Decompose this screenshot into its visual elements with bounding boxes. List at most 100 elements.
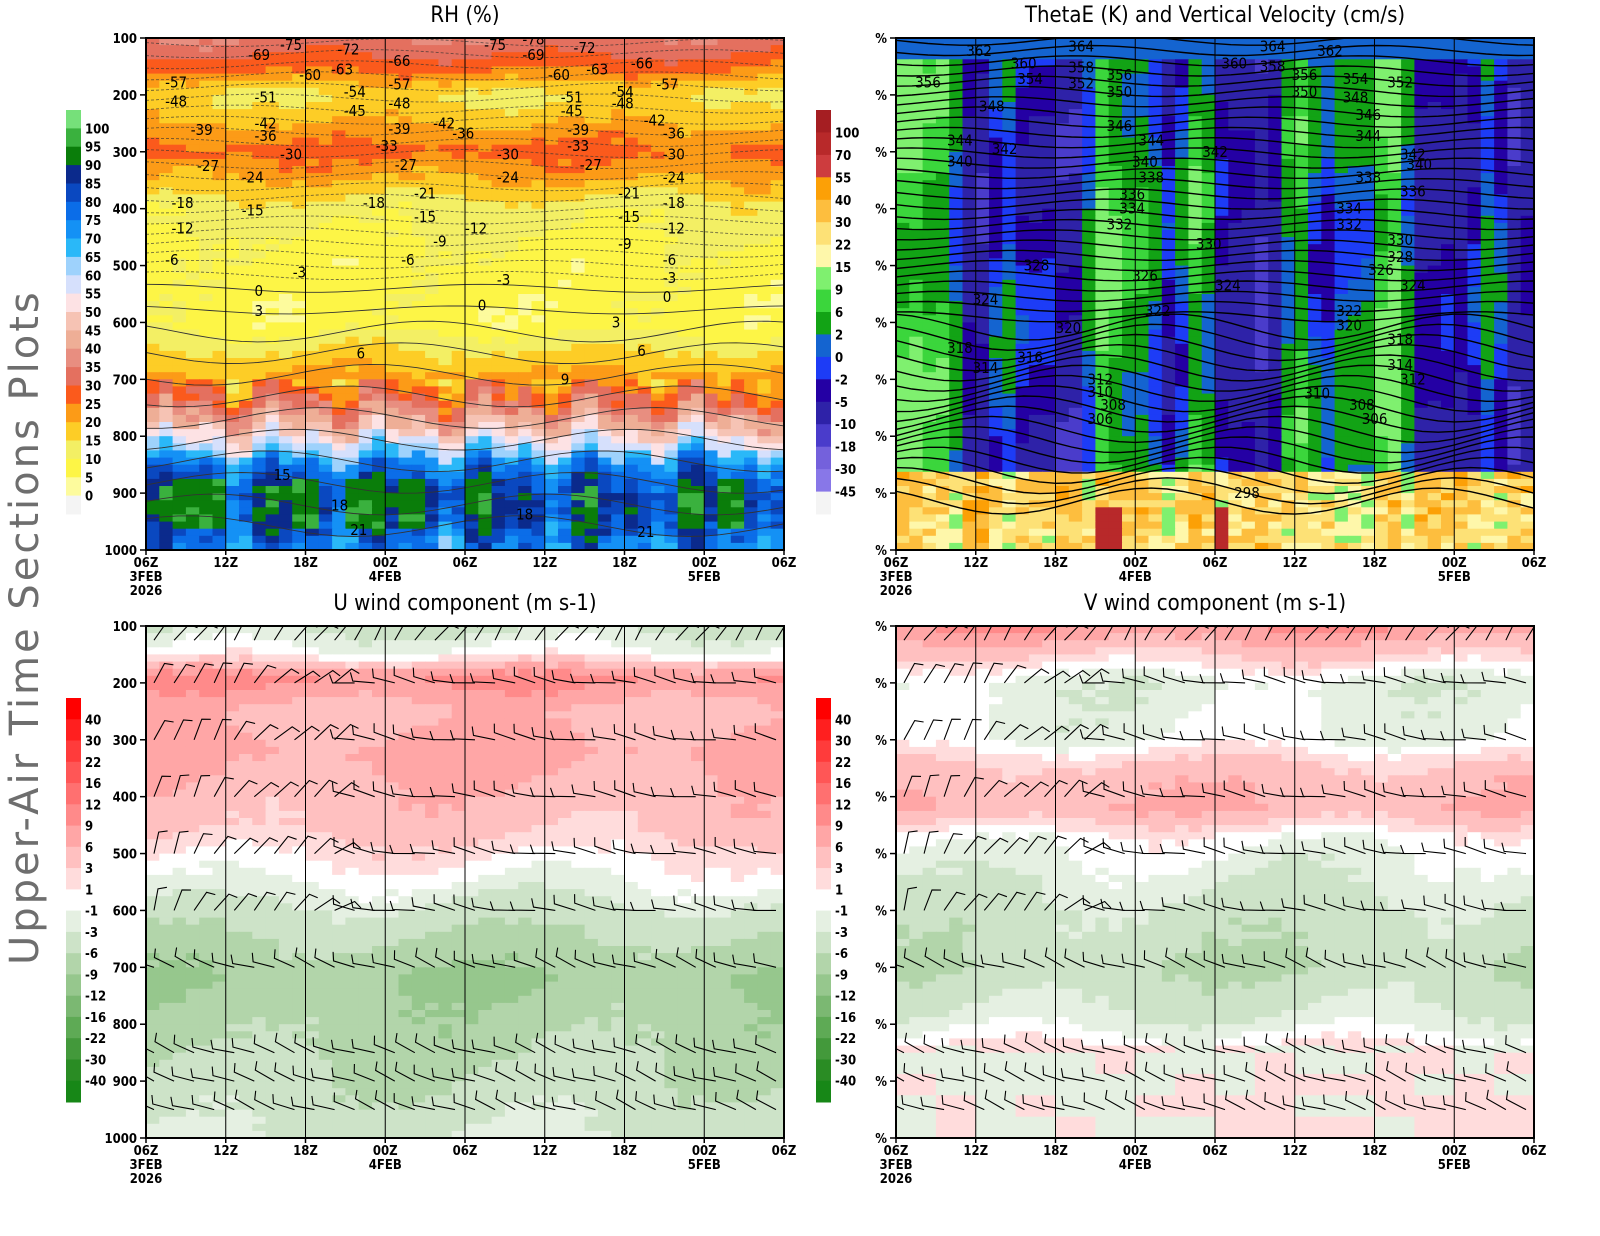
field-cell: [425, 358, 439, 366]
field-cell: [305, 521, 320, 530]
field-cell: [199, 144, 214, 153]
field-cell: [411, 102, 426, 110]
field-cell: [544, 429, 559, 437]
field-cell: [278, 358, 293, 366]
field-cell: [677, 379, 692, 387]
field-cell: [1055, 173, 1070, 181]
field-cell: [465, 429, 479, 437]
field-cell: [757, 237, 772, 245]
field-cell: [909, 52, 924, 60]
field-cell: [1347, 45, 1362, 53]
contour-label: -6: [401, 251, 414, 269]
field-cell: [935, 73, 950, 82]
field-cell: [1175, 87, 1189, 96]
field-cell: [252, 386, 267, 395]
field-cell: [425, 286, 439, 295]
field-cell: [518, 464, 533, 473]
field-cell: [345, 45, 360, 53]
field-cell: [385, 542, 400, 550]
field-cell: [935, 208, 950, 217]
field-cell: [1268, 94, 1283, 103]
field-cell: [185, 194, 200, 203]
field-cell: [465, 130, 479, 139]
field-cell: [744, 52, 758, 60]
field-cell: [199, 116, 214, 124]
y-tick-label: 600: [113, 316, 137, 331]
field-cell: [358, 208, 373, 217]
field-cell: [717, 407, 732, 416]
field-cell: [398, 116, 413, 124]
field-cell: [584, 87, 599, 96]
field-cell: [1188, 180, 1203, 188]
field-cell: [305, 386, 320, 395]
field-cell: [651, 130, 665, 139]
field-cell: [1361, 173, 1376, 181]
field-cell: [451, 102, 466, 110]
field-cell: [318, 222, 333, 231]
field-cell: [172, 279, 187, 288]
field-cell: [345, 87, 360, 96]
field-cell: [146, 265, 160, 274]
field-cell: [185, 80, 200, 89]
field-cell: [318, 379, 333, 387]
field-cell: [292, 365, 307, 373]
field-cell: [637, 308, 652, 316]
field-cell: [278, 350, 293, 359]
field-cell: [172, 144, 187, 153]
field-cell: [146, 180, 160, 188]
field-cell: [558, 301, 572, 309]
field-cell: [757, 350, 772, 359]
field-cell: [252, 258, 267, 267]
field-cell: [584, 279, 599, 288]
field-cell: [637, 66, 652, 75]
field-cell: [199, 66, 214, 75]
field-cell: [664, 407, 679, 416]
field-cell: [398, 73, 413, 82]
field-cell: [962, 215, 977, 224]
field-cell: [491, 400, 506, 409]
field-cell: [185, 343, 200, 352]
field-cell: [385, 422, 400, 430]
field-cell: [504, 116, 519, 124]
field-cell: [1414, 201, 1429, 210]
field-cell: [1254, 116, 1269, 124]
field-cell: [1148, 80, 1163, 89]
contour-label: -69: [248, 46, 270, 64]
field-cell: [411, 265, 426, 274]
field-cell: [252, 109, 267, 117]
field-cell: [1281, 222, 1296, 231]
field-cell: [1135, 201, 1150, 210]
field-cell: [225, 279, 240, 288]
field-cell: [691, 80, 705, 89]
field-cell: [185, 336, 200, 345]
field-cell: [637, 372, 652, 380]
field-cell: [770, 350, 784, 359]
field-cell: [411, 436, 426, 444]
field-cell: [962, 66, 977, 75]
field-cell: [717, 542, 732, 550]
field-cell: [744, 322, 758, 331]
field-cell: [465, 365, 479, 373]
field-cell: [922, 208, 937, 217]
contour-label: -45: [344, 102, 366, 120]
field-cell: [265, 343, 280, 352]
field-cell: [664, 478, 679, 487]
field-cell: [465, 322, 479, 331]
field-cell: [1268, 45, 1283, 53]
field-cell: [1201, 151, 1216, 160]
field-cell: [451, 400, 466, 409]
field-cell: [1361, 144, 1376, 153]
field-cell: [478, 208, 493, 217]
field-cell: [1108, 194, 1123, 203]
field-cell: [757, 514, 772, 523]
field-cell: [212, 38, 227, 46]
field-cell: [571, 59, 586, 67]
field-cell: [597, 187, 612, 195]
field-cell: [212, 343, 227, 352]
field-cell: [717, 429, 732, 437]
field-cell: [332, 73, 346, 82]
field-cell: [544, 521, 559, 530]
field-cell: [278, 542, 293, 550]
field-cell: [962, 73, 977, 82]
field-cell: [159, 429, 174, 437]
